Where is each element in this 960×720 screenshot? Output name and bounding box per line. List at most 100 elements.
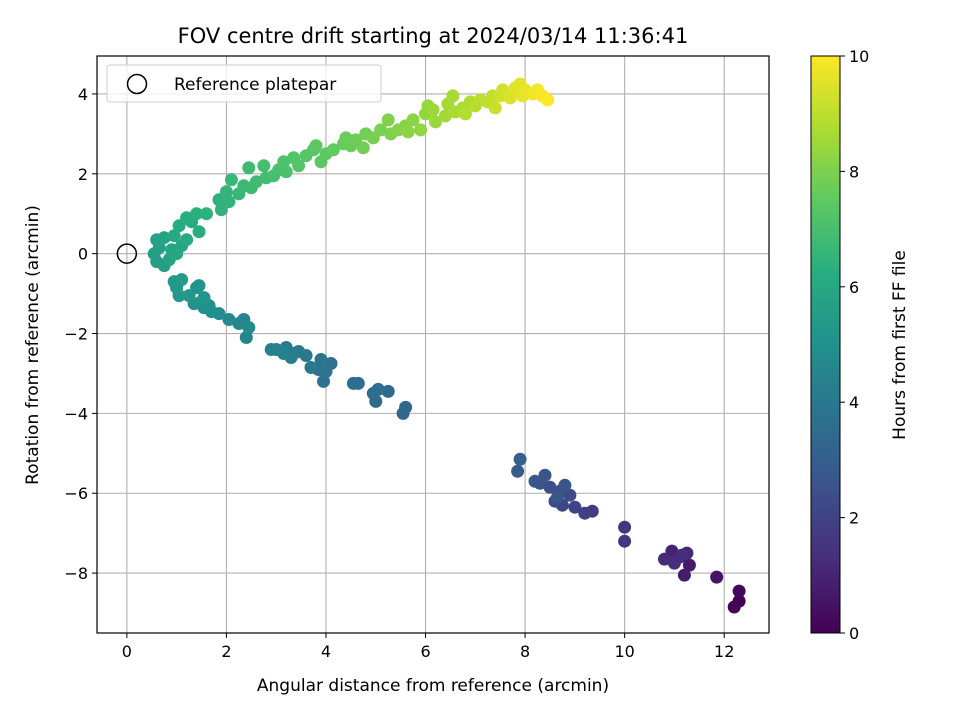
data-point xyxy=(242,161,256,175)
x-tick-label: 2 xyxy=(221,642,231,661)
data-point xyxy=(381,384,395,398)
y-axis-label: Rotation from reference (arcmin) xyxy=(23,205,43,485)
x-tick-label: 8 xyxy=(520,642,530,661)
data-point xyxy=(277,347,291,360)
data-point xyxy=(675,548,689,562)
data-point xyxy=(541,93,554,107)
colorbar-tick-label: 6 xyxy=(849,278,859,297)
data-point xyxy=(192,225,206,239)
x-tick-label: 10 xyxy=(614,642,634,661)
data-point xyxy=(458,107,472,121)
colorbar-gradient xyxy=(810,55,841,634)
y-tick-label: 4 xyxy=(78,85,88,104)
data-point xyxy=(182,289,196,303)
data-point xyxy=(319,365,333,378)
data-point xyxy=(292,159,306,173)
data-point xyxy=(538,468,552,482)
data-point xyxy=(732,584,746,598)
data-point xyxy=(190,207,204,221)
data-point xyxy=(205,305,218,319)
grid-lines xyxy=(97,56,769,633)
data-point xyxy=(414,123,428,137)
data-point xyxy=(317,374,330,388)
data-point xyxy=(299,349,313,362)
reference-platepar-marker-icon xyxy=(116,243,138,264)
data-point xyxy=(396,406,410,420)
data-point xyxy=(326,143,340,157)
x-axis-ticks: 0 2 4 6 8 10 12 xyxy=(122,633,734,661)
data-point xyxy=(446,89,460,103)
data-point xyxy=(438,109,452,123)
x-tick-label: 0 xyxy=(122,642,132,661)
colorbar-tick-label: 0 xyxy=(849,624,859,643)
legend-reference-marker-icon xyxy=(126,73,148,95)
data-point xyxy=(304,361,318,374)
data-point xyxy=(277,155,291,169)
data-point xyxy=(727,600,741,614)
data-point xyxy=(710,570,724,584)
data-point xyxy=(563,488,577,502)
colorbar-tick-label: 8 xyxy=(849,162,859,181)
data-point xyxy=(222,313,236,326)
data-point xyxy=(658,552,671,566)
y-tick-label: 0 xyxy=(78,245,88,264)
data-point xyxy=(200,207,213,221)
colorbar-ticks: 0 2 4 6 8 10 xyxy=(840,47,869,643)
data-point xyxy=(406,113,420,127)
data-point xyxy=(682,558,696,572)
data-point xyxy=(242,321,256,334)
data-point xyxy=(618,534,632,548)
data-point xyxy=(511,464,525,478)
data-point xyxy=(224,173,238,187)
data-point xyxy=(219,185,233,199)
data-point xyxy=(197,291,211,305)
plot-frame xyxy=(96,55,770,634)
legend-label-reference: Reference platepar xyxy=(174,75,336,95)
data-point xyxy=(279,165,293,179)
data-point xyxy=(356,141,370,155)
data-point xyxy=(550,490,564,504)
data-points xyxy=(116,77,746,614)
data-point xyxy=(257,159,271,173)
x-tick-label: 6 xyxy=(420,642,430,661)
data-point xyxy=(157,231,171,245)
data-point xyxy=(346,376,360,390)
colorbar-tick-label: 2 xyxy=(849,509,859,528)
y-axis-ticks: −8 −6 −4 −2 0 2 4 xyxy=(64,85,97,583)
data-point xyxy=(677,568,691,582)
legend-box xyxy=(106,64,382,103)
x-tick-label: 4 xyxy=(321,642,331,661)
data-point xyxy=(314,353,328,366)
data-point xyxy=(568,500,582,514)
data-point xyxy=(232,317,246,330)
data-point xyxy=(167,229,181,243)
data-point xyxy=(513,452,527,466)
data-point xyxy=(192,279,206,293)
data-point xyxy=(366,386,380,400)
chart-title: FOV centre drift starting at 2024/03/14 … xyxy=(178,24,689,48)
data-point xyxy=(543,480,557,494)
data-point xyxy=(578,506,592,520)
data-point xyxy=(180,233,194,247)
data-point xyxy=(558,478,572,492)
colorbar-tick-label: 10 xyxy=(849,47,869,66)
legend: Reference platepar xyxy=(106,64,382,103)
x-axis-label: Angular distance from reference (arcmin) xyxy=(257,676,609,696)
colorbar: 0 2 4 6 8 10 Hours from first FF file xyxy=(810,47,910,643)
data-point xyxy=(180,211,194,225)
data-point xyxy=(309,139,323,153)
data-point xyxy=(488,101,502,115)
data-point xyxy=(429,115,442,129)
y-tick-label: −4 xyxy=(64,404,88,423)
data-point xyxy=(374,123,388,137)
colorbar-tick-label: 4 xyxy=(849,393,859,412)
colorbar-label: Hours from first FF file xyxy=(890,250,910,440)
data-point xyxy=(264,343,278,356)
data-point xyxy=(618,520,632,534)
data-point xyxy=(339,131,353,145)
data-point xyxy=(287,347,301,360)
data-point xyxy=(172,289,186,303)
data-point xyxy=(426,103,440,117)
data-point xyxy=(249,175,263,189)
